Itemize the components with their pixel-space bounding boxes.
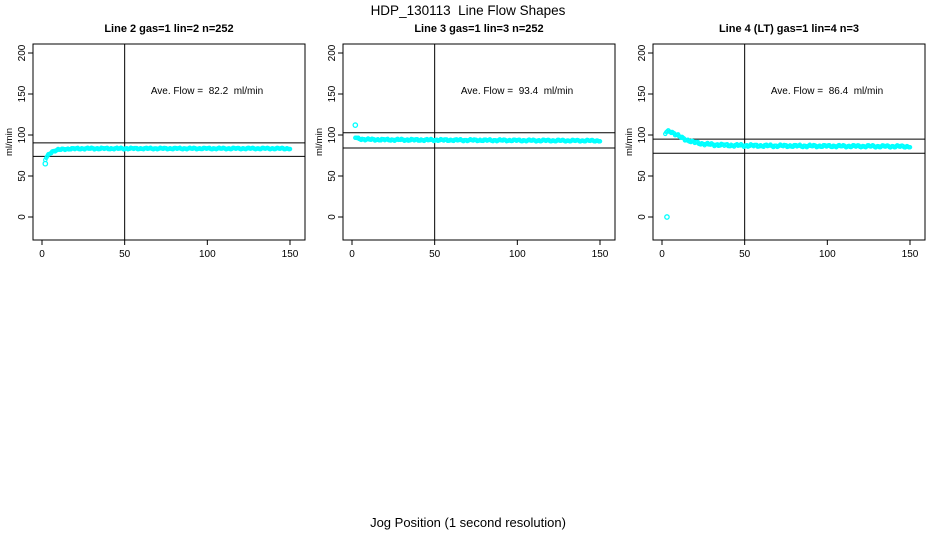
x-axis-outer-label: Jog Position (1 second resolution) (370, 515, 566, 530)
figure-title: HDP_130113 Line Flow Shapes (370, 3, 566, 18)
y-tick-label: 50 (327, 170, 338, 182)
y-tick-label: 0 (637, 214, 648, 220)
outlier-point (664, 214, 670, 220)
y-tick-label: 50 (17, 170, 28, 182)
x-tick-label: 150 (592, 249, 609, 260)
y-tick-label: 100 (637, 126, 648, 143)
ave-flow-annotation: Ave. Flow = 82.2 ml/min (150, 86, 264, 97)
data-points (42, 145, 293, 167)
plot-box (342, 43, 616, 241)
x-tick-label: 0 (39, 249, 45, 260)
ave-flow-annotation: Ave. Flow = 86.4 ml/min (770, 86, 884, 97)
y-tick-label: 200 (637, 44, 648, 61)
plot-box (652, 43, 926, 241)
panel-title: Line 3 gas=1 lin=3 n=252 (414, 23, 544, 35)
x-tick-label: 50 (429, 249, 441, 260)
y-tick-label: 150 (637, 85, 648, 102)
y-tick-label: 150 (327, 85, 338, 102)
ave-flow-annotation: Ave. Flow = 93.4 ml/min (460, 86, 574, 97)
data-points (663, 128, 913, 220)
panel-line-3: Line 3 gas=1 lin=3 n=252 0 50 100 150 0 50 100… (310, 20, 623, 270)
plot-box (32, 43, 306, 241)
y-axis-label: ml/min (4, 128, 15, 156)
flow-plot-svg: 0 50 100 150 0 50 100 150 200 ml/min (4, 43, 306, 260)
y-tick-label: 200 (17, 44, 28, 61)
panel-title: Line 4 (LT) gas=1 lin=4 n=3 (718, 23, 860, 35)
x-tick-label: 100 (509, 249, 526, 260)
panel-title: Line 2 gas=1 lin=2 n=252 (104, 23, 234, 35)
outlier-point (42, 160, 49, 167)
x-tick-label: 150 (282, 249, 299, 260)
y-tick-label: 0 (327, 214, 338, 220)
x-tick-label: 0 (659, 249, 665, 260)
y-tick-label: 100 (17, 126, 28, 143)
x-tick-label: 50 (739, 249, 751, 260)
y-tick-label: 0 (17, 214, 28, 220)
y-axis-label: ml/min (314, 128, 325, 156)
flow-plot-svg: 0 50 100 150 0 50 100 150 200 ml/min (624, 43, 926, 260)
panel-line-2: Line 2 gas=1 lin=2 n=252 0 50 100 150 0 50 100… (0, 20, 313, 270)
x-tick-label: 150 (902, 249, 919, 260)
y-tick-label: 200 (327, 44, 338, 61)
flow-plot-svg: 0 50 100 150 0 50 100 150 200 ml/min (314, 43, 616, 260)
y-axis-label: ml/min (624, 128, 635, 156)
x-tick-label: 50 (119, 249, 131, 260)
x-tick-label: 0 (349, 249, 355, 260)
x-tick-label: 100 (819, 249, 836, 260)
y-tick-label: 100 (327, 126, 338, 143)
data-points (352, 122, 603, 144)
outlier-point (352, 122, 359, 129)
panel-line-4: Line 4 (LT) gas=1 lin=4 n=3 0 50 100 150 0 50… (620, 20, 933, 270)
x-tick-label: 100 (199, 249, 216, 260)
y-tick-label: 150 (17, 85, 28, 102)
y-tick-label: 50 (637, 170, 648, 182)
